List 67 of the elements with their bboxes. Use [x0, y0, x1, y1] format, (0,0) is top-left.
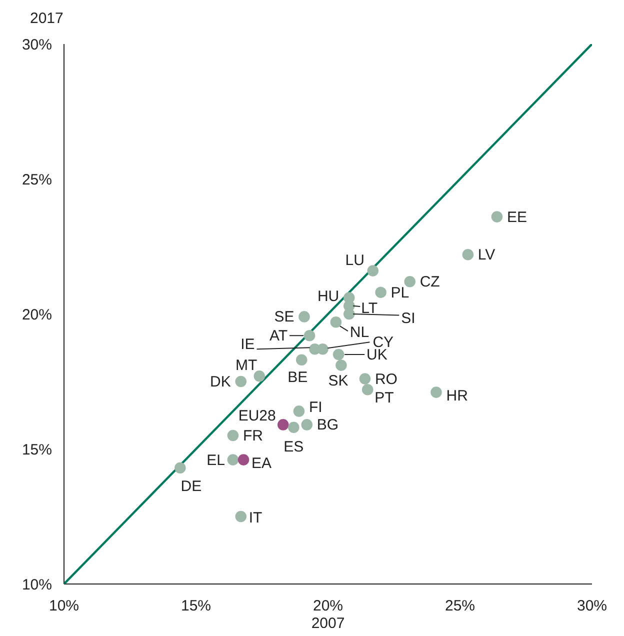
series-label: LU — [345, 252, 364, 269]
series-label: FI — [308, 399, 322, 416]
point — [174, 462, 186, 474]
series-label: HU — [317, 288, 340, 305]
x-tick-label: 30% — [576, 598, 608, 615]
series-label: IT — [248, 510, 262, 526]
x-tick-label: 20% — [312, 598, 344, 615]
series-label: FR — [242, 428, 264, 444]
point — [288, 422, 300, 434]
point — [254, 370, 265, 382]
point — [277, 419, 289, 430]
point — [462, 248, 474, 260]
point — [301, 419, 313, 430]
series-label: LT — [361, 300, 378, 317]
y-tick-label: 30% — [22, 36, 52, 54]
series-label: NL — [350, 324, 370, 342]
series-label: HR — [446, 387, 468, 404]
series-label: ES — [284, 438, 304, 456]
series-label: EA — [252, 454, 272, 472]
x-tick-label: 15% — [180, 598, 212, 615]
series-label: DK — [210, 374, 231, 390]
point — [430, 386, 442, 398]
y-tick-label: 10% — [22, 576, 52, 594]
y-tick-label: 20% — [22, 306, 52, 324]
point — [367, 265, 379, 276]
point — [238, 454, 250, 466]
series-label: SK — [328, 372, 348, 390]
series-label: PT — [374, 390, 394, 407]
point — [227, 454, 239, 466]
series-label: BE — [288, 368, 308, 386]
point — [317, 343, 328, 355]
point — [404, 276, 416, 288]
series-label: AT — [269, 328, 288, 345]
point — [296, 354, 308, 366]
series-label: MT — [236, 357, 258, 374]
series-label: EL — [206, 452, 225, 469]
point — [375, 286, 386, 298]
series-label: RO — [374, 370, 398, 388]
y-tick-label: 25% — [22, 171, 52, 188]
y-axis-title: 2017 — [30, 10, 64, 27]
y-tick-label: 15% — [22, 441, 52, 458]
point — [235, 510, 247, 522]
series-label: EE — [506, 208, 527, 226]
series-label: SE — [274, 308, 294, 326]
point — [362, 384, 374, 396]
point — [227, 430, 239, 442]
text: SI — [401, 310, 416, 327]
x-tick-label: 10% — [48, 598, 80, 615]
text: IE — [240, 336, 255, 354]
point — [332, 348, 344, 360]
series-label: DE — [180, 478, 202, 495]
point — [304, 330, 316, 342]
series-label: CZ — [420, 274, 440, 291]
point — [293, 406, 305, 417]
series-label: EU28 — [238, 408, 276, 425]
x-tick-label: 25% — [444, 598, 476, 615]
point — [491, 211, 503, 222]
x-axis-title: 2007 — [311, 615, 345, 632]
series-label: UK — [366, 346, 388, 364]
point — [336, 360, 347, 371]
point — [298, 311, 310, 322]
point — [359, 373, 371, 384]
series-label: LV — [478, 246, 496, 264]
series-label: BG — [316, 416, 339, 434]
point — [330, 316, 342, 328]
series-label: PL — [390, 284, 410, 302]
point — [235, 376, 247, 388]
